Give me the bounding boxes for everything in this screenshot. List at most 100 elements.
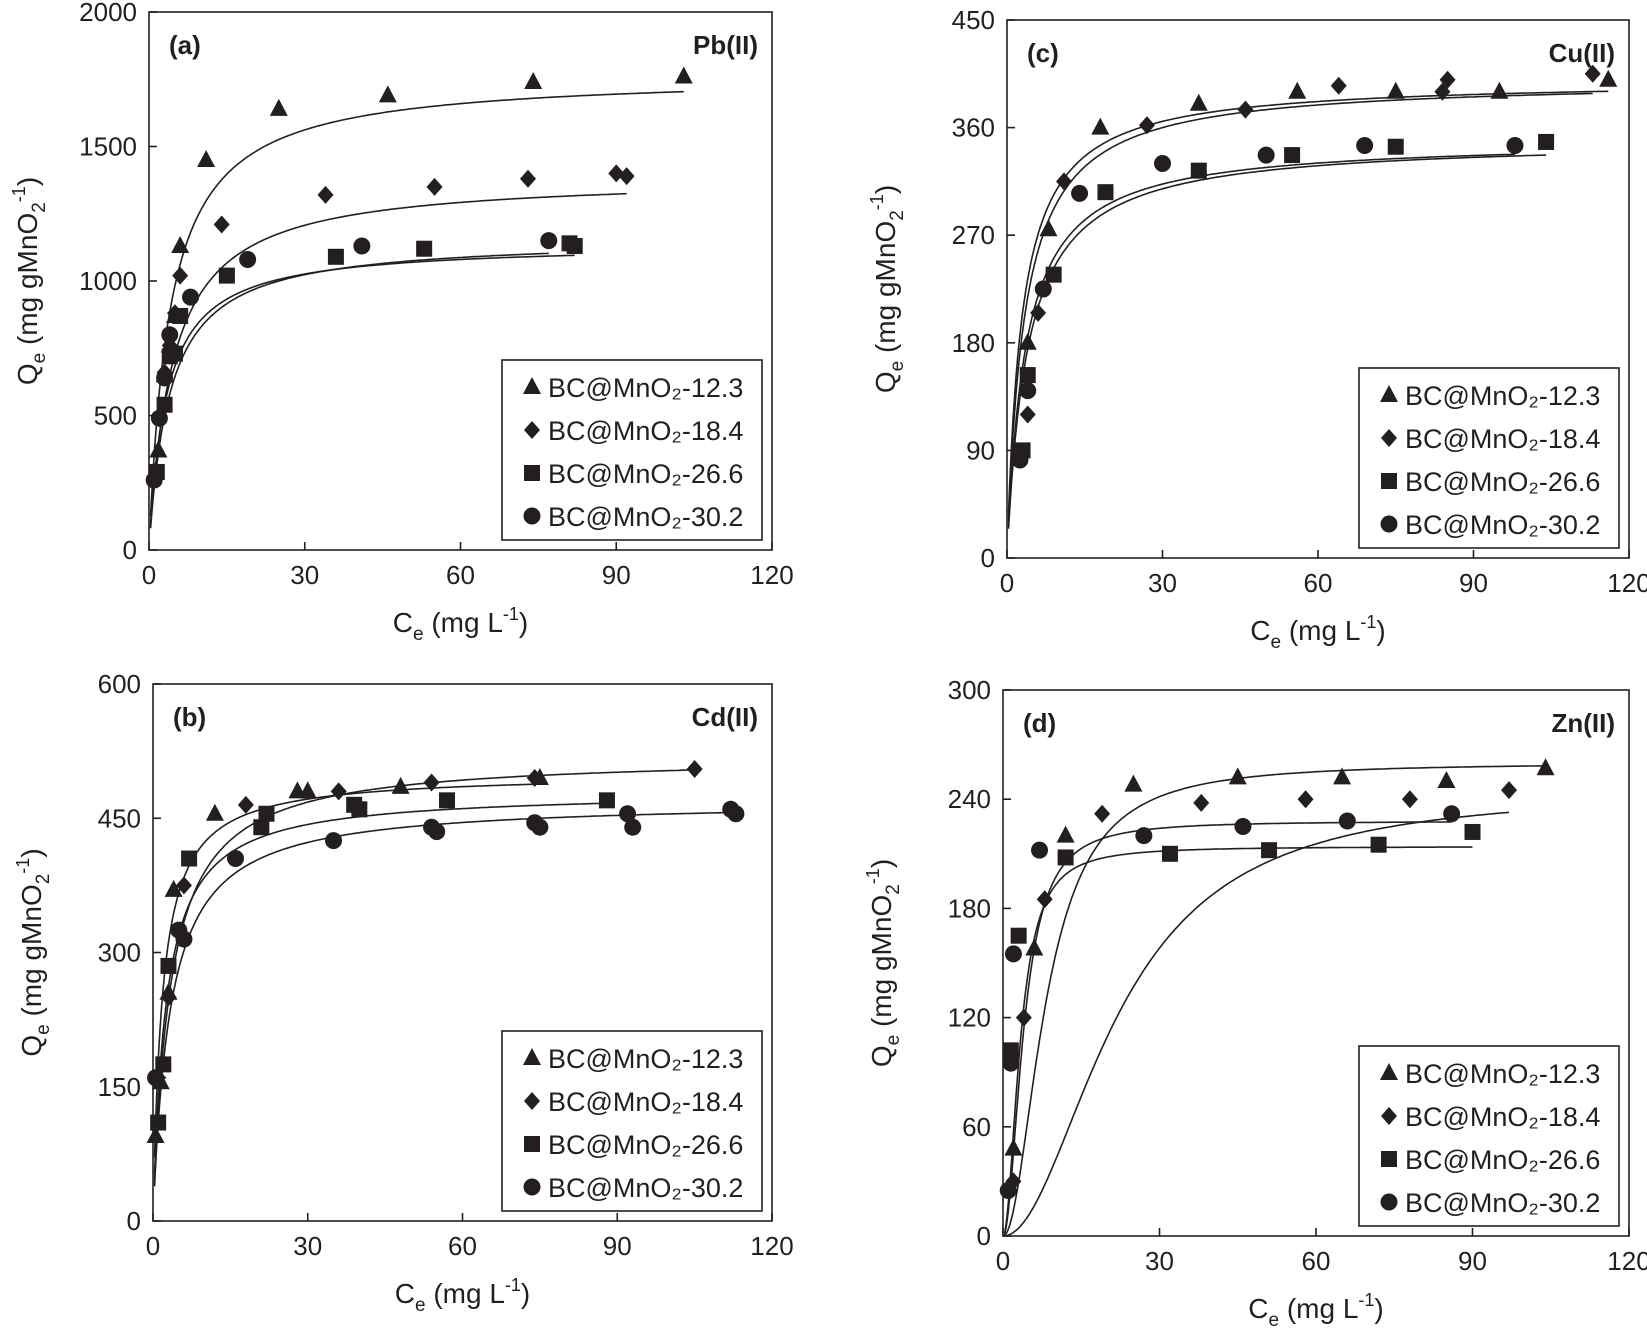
x-tick-label: 120 (750, 1231, 793, 1261)
data-point-series-4 (624, 818, 642, 836)
x-tick-label: 90 (603, 1231, 632, 1261)
data-point-series-2 (426, 177, 443, 196)
legend-marker-triangle (523, 1048, 541, 1065)
metal-label: Zn(II) (1551, 708, 1615, 738)
y-tick-label: 150 (98, 1072, 141, 1102)
data-point-series-4 (353, 237, 371, 255)
panel-label: (d) (1023, 708, 1056, 738)
y-tick-label: 1500 (79, 132, 137, 162)
legend-marker-diamond (1381, 429, 1397, 447)
legend-marker-triangle (523, 377, 541, 394)
y-tick-label: 120 (948, 1003, 991, 1033)
data-point-series-4 (1443, 805, 1461, 823)
y-tick-label: 600 (98, 669, 141, 699)
legend-box (1358, 367, 1620, 549)
data-point-series-1 (164, 879, 183, 897)
x-axis-title: Ce (mg L-1) (1250, 612, 1386, 653)
data-point-series-2 (1015, 1008, 1032, 1027)
data-point-series-2 (1584, 64, 1601, 83)
chart-panel-b: 0 30 60 90 120 0 150 300 450 600 Ce (mg L-1) Qe (mg… (13, 669, 794, 1316)
data-point-series-3 (1161, 845, 1178, 862)
panel-label: (c) (1027, 38, 1059, 68)
data-point-series-3 (1019, 367, 1036, 384)
data-point-series-3 (1370, 836, 1387, 853)
x-tick-label: 0 (1000, 568, 1014, 598)
legend-entry: BC@MnO₂-12.3 (1405, 1059, 1600, 1089)
data-point-series-2 (1094, 804, 1111, 823)
data-point-series-2 (1138, 116, 1155, 135)
data-point-series-2 (172, 266, 189, 285)
data-point-series-1 (1490, 81, 1509, 99)
data-point-series-4 (325, 832, 343, 850)
data-point-series-4 (150, 409, 168, 427)
legend-entry: BC@MnO₂-12.3 (548, 1044, 743, 1074)
data-point-series-1 (1599, 69, 1618, 87)
x-tick-label: 120 (750, 560, 793, 590)
data-point-series-1 (1189, 93, 1208, 111)
data-point-series-4 (428, 823, 446, 841)
data-point-series-3 (1261, 842, 1278, 859)
y-axis-title: Qe (mg gMnO2-1) (13, 848, 54, 1056)
data-point-series-3 (172, 307, 189, 324)
data-point-series-2 (423, 773, 440, 792)
legend-marker-square (524, 465, 540, 481)
data-point-series-1 (1386, 81, 1405, 99)
data-point-series-1 (171, 236, 190, 254)
data-point-series-3 (1190, 162, 1207, 179)
legend-marker-circle (523, 507, 541, 525)
data-point-series-3 (1045, 266, 1062, 283)
x-axis-title: Ce (mg L-1) (395, 1275, 531, 1316)
legend-entry: BC@MnO₂-26.6 (1405, 1145, 1600, 1175)
data-point-series-3 (566, 238, 583, 255)
data-point-series-1 (298, 781, 317, 799)
data-point-series-3 (258, 805, 275, 822)
y-tick-label: 0 (127, 1206, 141, 1236)
data-point-series-2 (1439, 70, 1456, 89)
x-tick-label: 60 (1302, 1246, 1331, 1276)
fit-curve-series-3 (1003, 846, 1473, 1233)
data-point-series-4 (1234, 818, 1252, 835)
data-point-series-3 (416, 240, 433, 257)
y-tick-label: 450 (98, 803, 141, 833)
y-tick-label: 180 (952, 328, 995, 358)
data-point-series-2 (1056, 172, 1073, 191)
panel-label: (b) (173, 702, 206, 732)
data-point-series-2 (330, 782, 347, 801)
legend-marker-circle (1380, 1193, 1398, 1211)
data-point-series-3 (1002, 1042, 1019, 1059)
data-point-series-4 (1034, 280, 1052, 298)
y-tick-label: 60 (962, 1112, 991, 1142)
chart-panel-d: 0 30 60 90 120 0 60 120 180 240 300 Ce (mg L-1) Qe (… (863, 675, 1647, 1331)
data-point-series-2 (1330, 76, 1347, 95)
fit-curve-series-4 (153, 811, 736, 1187)
data-point-series-4 (161, 326, 179, 344)
fit-curve-series-2 (1004, 811, 1510, 1237)
y-tick-label: 270 (952, 220, 995, 250)
legend-marker-diamond (524, 1092, 540, 1110)
x-tick-label: 30 (1145, 1246, 1174, 1276)
data-point-series-1 (197, 149, 216, 167)
data-point-series-4 (1154, 154, 1171, 172)
data-point-series-1 (1333, 767, 1352, 785)
y-tick-label: 180 (948, 893, 991, 923)
data-point-series-4 (619, 805, 637, 823)
data-point-series-1 (269, 98, 288, 116)
y-tick-label: 0 (123, 535, 137, 565)
x-tick-label: 0 (996, 1246, 1010, 1276)
chart-panel-c: 0 30 60 90 120 0 90 180 270 360 450 Ce (mg L-1) Qe (… (867, 5, 1647, 653)
x-tick-label: 90 (1459, 568, 1488, 598)
data-point-series-4 (175, 930, 193, 948)
data-point-series-4 (239, 250, 257, 268)
data-point-series-4 (1356, 137, 1374, 155)
data-point-series-4 (727, 805, 745, 823)
y-tick-label: 300 (98, 938, 141, 968)
data-point-series-1 (205, 803, 224, 821)
x-tick-label: 60 (1304, 568, 1333, 598)
data-point-series-3 (181, 850, 198, 867)
fit-curve-series-4 (1003, 821, 1452, 1235)
data-point-series-3 (1097, 184, 1114, 201)
legend-marker-square (1381, 1151, 1397, 1167)
data-point-series-3 (218, 267, 235, 284)
x-tick-label: 120 (1607, 568, 1647, 598)
